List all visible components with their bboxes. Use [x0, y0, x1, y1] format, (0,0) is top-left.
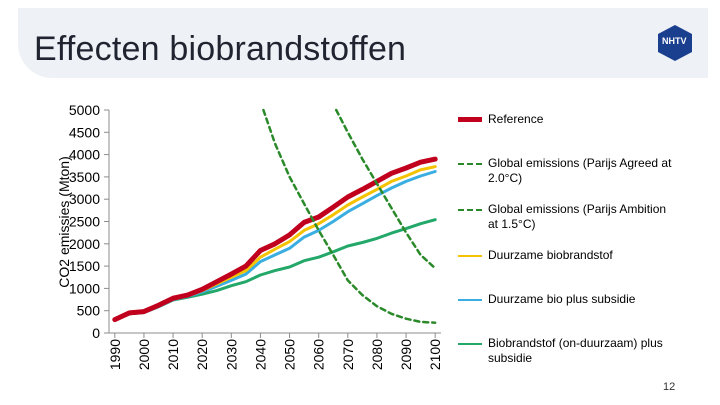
page-number: 12	[663, 381, 676, 393]
y-tick-label: 500	[77, 303, 101, 319]
y-tick-label: 2500	[69, 214, 100, 230]
x-tick-label: 2000	[136, 339, 152, 370]
y-tick-label: 1000	[69, 280, 100, 296]
legend-label: Duurzame biobrandstof	[488, 248, 613, 262]
legend-swatch	[458, 117, 482, 122]
x-tick-label: 2100	[427, 339, 443, 370]
y-tick-label: 0	[92, 325, 100, 341]
x-tick-label: 2060	[311, 339, 327, 370]
legend-item: Reference	[458, 112, 678, 127]
y-tick-label: 4500	[69, 124, 100, 140]
logo-text: NHTV	[662, 36, 687, 46]
legend-label: Reference	[488, 112, 544, 126]
legend-swatch	[458, 299, 482, 301]
legend-item: Duurzame biobrandstof	[458, 248, 678, 263]
legend-label: Global emissions (Parijs Ambition at 1.5…	[488, 202, 667, 231]
series-line-2	[334, 108, 437, 270]
legend-swatch	[458, 209, 482, 211]
legend-item: Global emissions (Parijs Ambition at 1.5…	[458, 202, 678, 232]
y-tick-label: 3000	[69, 191, 100, 207]
series-line-1	[262, 108, 437, 324]
nhtv-logo-icon	[658, 25, 692, 61]
legend-swatch	[458, 255, 482, 257]
y-tick-label: 2000	[69, 236, 100, 252]
x-tick-label: 1990	[107, 339, 123, 370]
x-tick-label: 2020	[194, 339, 210, 370]
x-tick-label: 2010	[165, 339, 181, 370]
legend-label: Global emissions (Parijs Agreed at 2.0°C…	[488, 156, 672, 185]
legend-swatch	[458, 343, 482, 345]
legend-item: Global emissions (Parijs Agreed at 2.0°C…	[458, 156, 678, 186]
x-tick-label: 2070	[340, 339, 356, 370]
legend-item: Biobrandstof (on-duurzaam) plus subsidie	[458, 336, 678, 366]
series-line-0	[112, 156, 438, 323]
y-tick-label: 4000	[69, 147, 100, 163]
legend-item: Duurzame bio plus subsidie	[458, 292, 678, 307]
slide-title: Effecten biobrandstoffen	[34, 30, 407, 68]
y-tick-label: 1500	[69, 258, 100, 274]
legend-label: Duurzame bio plus subsidie	[488, 292, 636, 306]
legend-label: Biobrandstof (on-duurzaam) plus subsidie	[488, 336, 663, 365]
legend-swatch	[458, 163, 482, 165]
title-background	[18, 8, 708, 78]
y-tick-label: 5000	[69, 102, 100, 118]
x-tick-label: 2080	[369, 339, 385, 370]
title-bar: Effecten biobrandstoffen NHTV	[0, 0, 720, 90]
x-tick-label: 2050	[282, 339, 298, 370]
x-tick-label: 2040	[252, 339, 268, 370]
x-tick-label: 2090	[398, 339, 414, 370]
y-tick-label: 3500	[69, 169, 100, 185]
x-tick-label: 2030	[223, 339, 239, 370]
